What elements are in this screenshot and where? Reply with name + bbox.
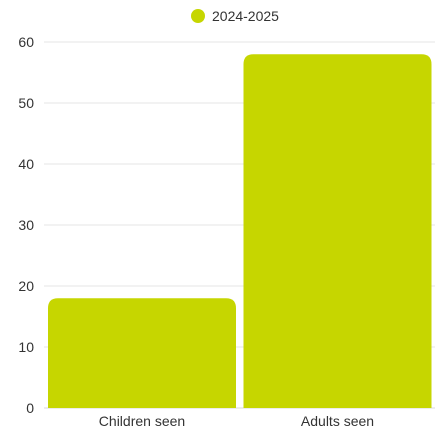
legend: 2024-2025 <box>191 8 279 24</box>
legend-label-2024-2025: 2024-2025 <box>212 8 279 24</box>
x-tick-label: Adults seen <box>301 413 374 429</box>
y-tick-label: 10 <box>18 339 34 355</box>
legend-swatch-2024-2025 <box>191 9 205 23</box>
y-tick-label: 0 <box>26 400 34 416</box>
x-axis-ticks: Children seen Adults seen <box>99 413 374 429</box>
y-axis-ticks: 0 10 20 30 40 50 60 <box>18 34 34 416</box>
x-tick-label: Children seen <box>99 413 185 429</box>
bar-adults-seen <box>243 54 432 408</box>
y-tick-label: 50 <box>18 95 34 111</box>
y-tick-label: 30 <box>18 217 34 233</box>
bar-children-seen <box>48 298 236 408</box>
y-tick-label: 60 <box>18 34 34 50</box>
y-tick-label: 40 <box>18 156 34 172</box>
y-tick-label: 20 <box>18 278 34 294</box>
bars <box>48 54 432 408</box>
